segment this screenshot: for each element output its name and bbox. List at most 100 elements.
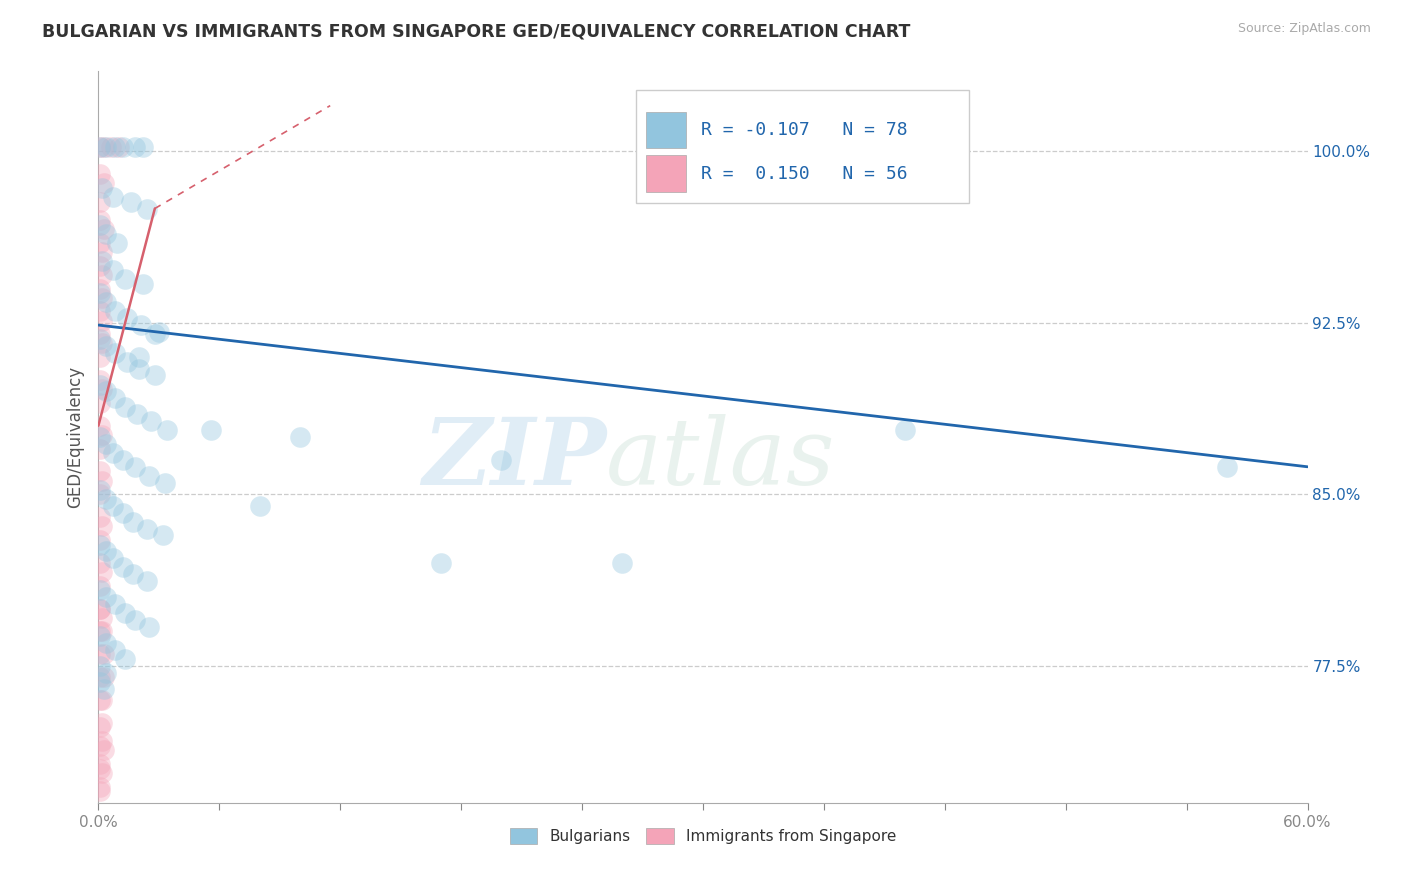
Point (139, 414, 162, 428)
Point (89, 670, 111, 684)
Point (103, 345, 125, 359)
Point (89, 332, 111, 346)
Point (89, 442, 111, 456)
Point (89, 762, 111, 776)
Point (89, 579, 111, 593)
Point (89, 629, 111, 643)
Legend: Bulgarians, Immigrants from Singapore: Bulgarians, Immigrants from Singapore (503, 822, 903, 850)
Point (89, 720, 111, 734)
Point (120, 194, 142, 209)
Point (200, 423, 222, 437)
Point (288, 430, 311, 444)
Point (143, 368, 166, 383)
Point (96, 140, 118, 154)
Point (96, 590, 118, 604)
Point (89, 658, 111, 673)
Text: R = -0.107   N = 78: R = -0.107 N = 78 (700, 121, 907, 139)
Text: Source: ZipAtlas.com: Source: ZipAtlas.com (1237, 22, 1371, 36)
Point (89, 327, 111, 342)
Point (96, 636, 118, 650)
Point (91, 427, 114, 442)
Point (89, 259, 111, 273)
Point (124, 459, 146, 474)
Point (91, 715, 114, 730)
Point (114, 652, 136, 666)
Point (249, 499, 271, 513)
Point (91, 766, 114, 780)
Point (89, 784, 111, 798)
Point (89, 483, 111, 497)
Point (89, 533, 111, 547)
Point (89, 377, 111, 392)
Point (91, 474, 114, 488)
Point (114, 606, 136, 620)
Point (89, 693, 111, 707)
FancyBboxPatch shape (637, 90, 969, 203)
Point (103, 140, 125, 154)
Point (89, 396, 111, 410)
Text: R =  0.150   N = 56: R = 0.150 N = 56 (700, 165, 907, 183)
Point (89, 537, 111, 551)
Point (93, 670, 115, 684)
Point (153, 475, 176, 490)
Point (89, 780, 111, 794)
Point (89, 281, 111, 295)
Point (89, 601, 111, 615)
Point (91, 254, 114, 268)
Point (101, 446, 124, 460)
Point (96, 544, 118, 558)
Point (430, 556, 453, 570)
Point (89, 167, 111, 181)
Point (143, 327, 166, 342)
Point (893, 423, 915, 437)
Point (121, 567, 143, 582)
Point (128, 361, 150, 376)
Point (91, 693, 114, 707)
Point (89, 487, 111, 501)
Point (89, 213, 111, 227)
Point (89, 647, 111, 661)
Point (89, 304, 111, 318)
Point (128, 350, 150, 364)
Point (111, 560, 134, 574)
Point (138, 620, 160, 634)
Point (152, 528, 174, 542)
Point (135, 574, 157, 588)
Point (89, 350, 111, 364)
Point (111, 506, 134, 520)
Point (91, 624, 114, 639)
Point (105, 235, 128, 250)
Point (135, 202, 157, 216)
Point (93, 647, 115, 661)
Point (89, 430, 111, 444)
Point (89, 556, 111, 570)
Point (93, 177, 115, 191)
Point (124, 140, 146, 154)
Point (91, 291, 114, 305)
Point (115, 311, 138, 326)
Point (96, 295, 118, 310)
Point (148, 325, 170, 339)
Point (1216, 459, 1239, 474)
Point (103, 304, 125, 318)
Point (93, 140, 115, 154)
Point (114, 272, 136, 286)
Point (135, 521, 157, 535)
Point (89, 194, 111, 209)
Text: BULGARIAN VS IMMIGRANTS FROM SINGAPORE GED/EQUIVALENCY CORRELATION CHART: BULGARIAN VS IMMIGRANTS FROM SINGAPORE G… (42, 22, 911, 40)
Point (91, 610, 114, 624)
Point (100, 140, 122, 154)
Point (101, 263, 124, 277)
Point (93, 222, 115, 236)
Point (96, 665, 118, 680)
Point (115, 354, 138, 368)
Point (89, 601, 111, 615)
Point (111, 453, 134, 467)
Point (91, 181, 114, 195)
Point (103, 642, 125, 657)
Point (91, 268, 114, 282)
Point (96, 338, 118, 352)
Point (89, 418, 111, 433)
Point (138, 469, 160, 483)
Point (89, 218, 111, 232)
